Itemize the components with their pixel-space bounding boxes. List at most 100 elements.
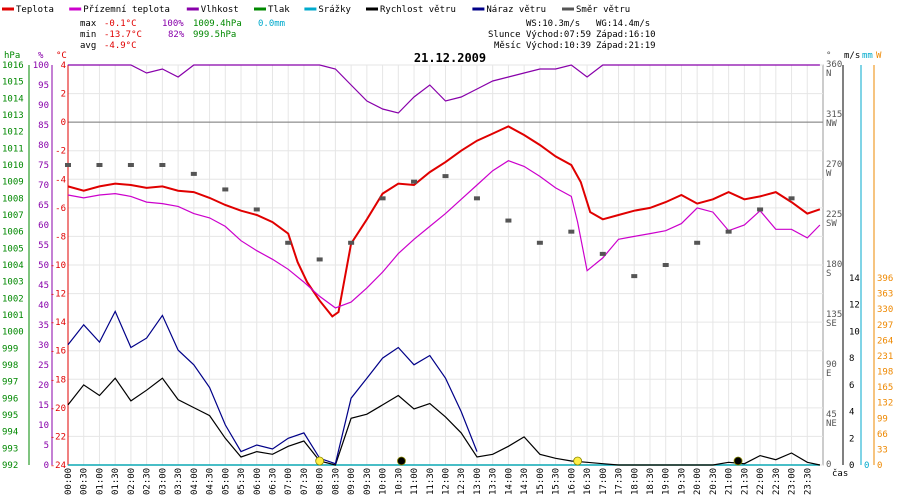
celsius-tick-label: -14 [50, 318, 66, 328]
pct-tick-label: 70 [38, 181, 49, 191]
stats-max-hum: 100% [162, 19, 184, 29]
time-tick-label: 18:30 [646, 468, 656, 495]
ms-tick-label: 4 [849, 408, 854, 418]
time-tick-label: 07:30 [300, 468, 310, 495]
sun-set: Západ:16:10 [596, 30, 656, 40]
celsius-tick-label: 0 [61, 118, 66, 128]
time-tick-label: 17:00 [599, 468, 609, 495]
time-tick-label: 14:30 [520, 468, 530, 495]
degree-axis-title: ° [826, 51, 831, 61]
celsius-tick-label: -22 [50, 432, 66, 442]
legend-label: Směr větru [576, 5, 630, 15]
celsius-tick-label: -12 [50, 290, 66, 300]
time-tick-label: 13:00 [473, 468, 483, 495]
w-tick-label: 363 [877, 290, 893, 300]
ms-tick-label: 6 [849, 381, 854, 391]
hpa-tick-label: 992 [2, 461, 18, 471]
w-tick-label: 165 [877, 383, 893, 393]
pct-tick-label: 75 [38, 161, 49, 171]
time-tick-label: 12:30 [457, 468, 467, 495]
degree-tick-label: 180 [826, 260, 842, 270]
time-tick-label: 21:30 [740, 468, 750, 495]
degree-tick-label: 135 [826, 310, 842, 320]
series-smer-vetru-point [568, 229, 575, 234]
time-tick-label: 15:30 [552, 468, 562, 495]
time-tick-label: 16:30 [583, 468, 593, 495]
stats-avg-label: avg [80, 41, 96, 51]
stats-wind-gust: WG:14.4m/s [596, 19, 650, 29]
pct-tick-label: 5 [44, 441, 49, 451]
hpa-tick-label: 994 [2, 428, 18, 438]
series-smer-vetru-point [694, 240, 701, 245]
hpa-tick-label: 1014 [2, 94, 24, 104]
time-tick-label: 04:30 [206, 468, 216, 495]
w-tick-label: 99 [877, 414, 888, 424]
time-tick-label: 19:30 [677, 468, 687, 495]
time-tick-label: 09:00 [347, 468, 357, 495]
w-tick-label: 33 [877, 445, 888, 455]
celsius-axis-title: °C [56, 51, 67, 61]
w-tick-label: 0 [877, 461, 882, 471]
legend-label: Náraz větru [486, 5, 546, 15]
series-smer-vetru-point [757, 207, 764, 212]
pct-tick-label: 25 [38, 361, 49, 371]
series-smer-vetru-point [725, 229, 732, 234]
series-smer-vetru-point [222, 187, 229, 192]
ms-axis-title: m/s [844, 51, 860, 61]
direction-tick-label: SE [826, 319, 837, 329]
series-prizemni-teplota-line [67, 160, 821, 309]
time-tick-label: 22:00 [756, 468, 766, 495]
series-naraz-vetru-line [67, 309, 478, 465]
series-smer-vetru-point [473, 196, 480, 201]
direction-tick-label: NE [826, 419, 837, 429]
direction-tick-label: S [826, 269, 831, 279]
direction-tick-label: E [826, 369, 831, 379]
direction-tick-label: N [826, 69, 831, 79]
series-smer-vetru-point [96, 163, 103, 167]
time-tick-label: 13:30 [489, 468, 499, 495]
stats-avg-temp: -4.9°C [104, 41, 137, 51]
degree-tick-label: 225 [826, 210, 842, 220]
series-smer-vetru-point [411, 179, 418, 184]
time-tick-label: 03:30 [174, 468, 184, 495]
pct-tick-label: 10 [38, 421, 49, 431]
series-smer-vetru-point [190, 171, 197, 176]
w-tick-label: 264 [877, 336, 893, 346]
time-tick-label: 08:00 [316, 468, 326, 495]
time-tick-label: 09:30 [363, 468, 373, 495]
hpa-tick-label: 999 [2, 344, 18, 354]
series-teplota-line [67, 125, 821, 318]
w-tick-label: 396 [877, 274, 893, 284]
w-tick-label: 231 [877, 352, 893, 362]
pct-tick-label: 60 [38, 221, 49, 231]
series-smer-vetru-point [788, 196, 795, 201]
moon-label: Měsíc [494, 41, 521, 51]
stats-min-press: 999.5hPa [193, 30, 236, 40]
hpa-tick-label: 996 [2, 394, 18, 404]
hpa-tick-label: 1007 [2, 211, 24, 221]
stats-max-label: max [80, 19, 97, 29]
legend-label: Teplota [16, 5, 54, 15]
pct-tick-label: 20 [38, 381, 49, 391]
series-smer-vetru-point [599, 251, 606, 256]
time-tick-label: 16:00 [567, 468, 577, 495]
time-tick-label: 14:00 [504, 468, 514, 495]
pct-tick-label: 80 [38, 141, 49, 151]
series-smer-vetru-point [316, 257, 323, 262]
time-tick-label: 01:00 [95, 468, 105, 495]
hpa-tick-label: 1000 [2, 328, 24, 338]
time-tick-label: 23:00 [788, 468, 798, 495]
pct-tick-label: 35 [38, 321, 49, 331]
time-tick-label: 19:00 [662, 468, 672, 495]
moon-marker [397, 456, 406, 466]
hpa-tick-label: 998 [2, 361, 18, 371]
degree-tick-label: 360 [826, 60, 842, 70]
w-tick-label: 297 [877, 321, 893, 331]
celsius-tick-label: -6 [55, 204, 66, 214]
celsius-tick-label: -20 [50, 404, 66, 414]
moon-rise: Východ:10:39 [526, 41, 591, 51]
time-tick-label: 06:00 [253, 468, 263, 495]
hpa-tick-label: 1005 [2, 244, 24, 254]
series-smer-vetru-point [65, 163, 71, 167]
w-tick-label: 330 [877, 305, 893, 315]
